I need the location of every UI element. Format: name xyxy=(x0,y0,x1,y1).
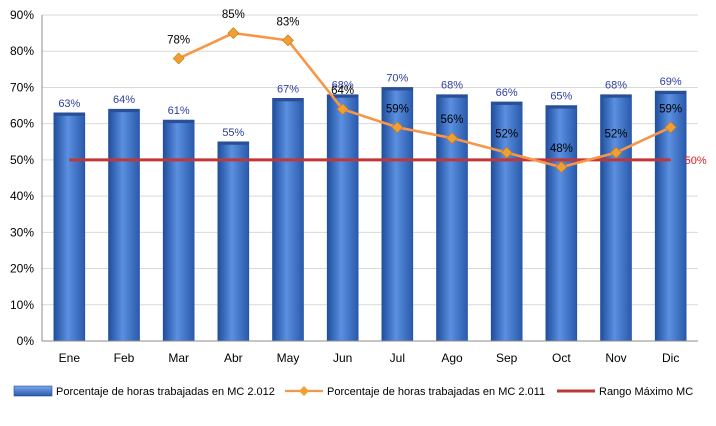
bar xyxy=(490,101,523,342)
x-tick-label: Dic xyxy=(662,351,679,365)
bar-top xyxy=(272,98,304,102)
line-2011-marker xyxy=(172,52,185,65)
bar xyxy=(326,94,359,342)
line-2011-marker xyxy=(227,27,240,40)
bar-data-label: 64% xyxy=(113,94,135,106)
line-data-label: 56% xyxy=(440,114,463,126)
x-tick-label: Jun xyxy=(333,351,352,365)
bar-top xyxy=(163,120,195,124)
x-tick-label: Sep xyxy=(496,351,518,365)
y-tick-label: 20% xyxy=(10,262,34,276)
line-data-label: 48% xyxy=(550,143,573,155)
bar xyxy=(108,108,140,342)
bar-top xyxy=(655,91,687,95)
line-2011-marker xyxy=(555,161,568,174)
max-range-data-label: 50% xyxy=(685,155,707,167)
line-data-label: 52% xyxy=(604,129,627,141)
x-tick-label: Feb xyxy=(114,351,135,365)
line-data-label: 64% xyxy=(331,85,354,97)
x-tick-label: Jul xyxy=(390,351,405,365)
line-2011-marker xyxy=(446,132,458,145)
bar-top xyxy=(217,141,249,145)
y-tick-label: 80% xyxy=(10,44,34,58)
line-2011-marker xyxy=(500,146,513,159)
line-2011-marker xyxy=(391,121,404,134)
x-tick-label: Abr xyxy=(224,351,243,365)
x-tick-label: May xyxy=(277,351,300,365)
line-2011-path xyxy=(178,31,672,169)
y-tick-label: 50% xyxy=(10,153,34,167)
line-data-label: 59% xyxy=(659,103,682,115)
bar-top xyxy=(600,94,632,98)
bar xyxy=(162,119,195,342)
bar-data-label: 68% xyxy=(605,80,627,92)
bar-data-label: 55% xyxy=(222,127,244,139)
y-tick-label: 30% xyxy=(10,225,34,239)
y-axis: 0% 10% 20% 30% 40% 50% 60% 70% 80% 90% xyxy=(10,8,43,348)
data-labels: 63% 64% 61% 55% 67% 68% 70% 68% 66% 65% 68% 69% 50% 7… xyxy=(58,9,707,167)
bar-data-label: 70% xyxy=(386,72,408,84)
bar-data-label: 61% xyxy=(168,105,190,117)
x-tick-label: Mar xyxy=(168,351,189,365)
bar-top xyxy=(53,112,85,116)
line-data-label: 52% xyxy=(495,129,518,141)
line-2011-marker xyxy=(336,103,349,116)
bar xyxy=(272,98,304,342)
line-data-label: 59% xyxy=(386,103,409,115)
line-data-label: 83% xyxy=(276,16,299,28)
bar-top xyxy=(381,87,413,91)
line-2011-marker xyxy=(282,34,294,47)
line-data-label: 78% xyxy=(167,34,190,46)
legend-label-line-2011: Porcentaje de horas trabajadas en MC 2.0… xyxy=(327,386,545,398)
bar-data-label: 63% xyxy=(58,98,80,110)
bar xyxy=(436,94,468,342)
legend-marker-line-2011 xyxy=(299,386,309,396)
bar xyxy=(217,141,250,342)
line-2011-marker xyxy=(610,146,622,159)
legend-label-bars: Porcentaje de horas trabajadas en MC 2.0… xyxy=(56,386,275,398)
bar-data-label: 68% xyxy=(441,80,463,92)
y-tick-label: 70% xyxy=(10,80,34,94)
bar-top xyxy=(545,105,577,109)
y-tick-label: 0% xyxy=(17,334,35,348)
bars xyxy=(53,87,687,342)
x-tick-label: Ago xyxy=(441,351,463,365)
bar-data-label: 66% xyxy=(496,87,518,99)
bar-top xyxy=(108,109,140,113)
y-tick-label: 60% xyxy=(10,117,34,131)
line-data-label: 85% xyxy=(222,9,245,21)
bar-top xyxy=(436,94,468,98)
y-tick-label: 10% xyxy=(10,298,34,312)
line-2011-marker xyxy=(664,121,677,134)
bar-data-label: 68% xyxy=(332,80,354,92)
bar-top xyxy=(327,94,359,98)
bar-top xyxy=(491,101,523,105)
legend: Porcentaje de horas trabajadas en MC 2.0… xyxy=(13,385,693,398)
x-tick-label: Nov xyxy=(605,351,626,365)
x-axis: Ene Feb Mar Abr May Jun Jul Ago Sep Oct Nov Dic xyxy=(42,340,698,365)
legend-label-max-range: Rango Máximo MC xyxy=(599,386,693,398)
bar xyxy=(53,112,86,342)
bar-data-label: 69% xyxy=(660,76,682,88)
x-tick-label: Ene xyxy=(59,351,81,365)
y-tick-label: 90% xyxy=(10,8,34,22)
bar-data-label: 67% xyxy=(277,83,299,95)
x-tick-label: Oct xyxy=(552,351,571,365)
bar-data-label: 65% xyxy=(550,91,572,103)
bar xyxy=(545,105,578,342)
line-2011 xyxy=(172,27,677,174)
y-tick-label: 40% xyxy=(10,189,34,203)
legend-swatch-bars xyxy=(13,385,53,397)
